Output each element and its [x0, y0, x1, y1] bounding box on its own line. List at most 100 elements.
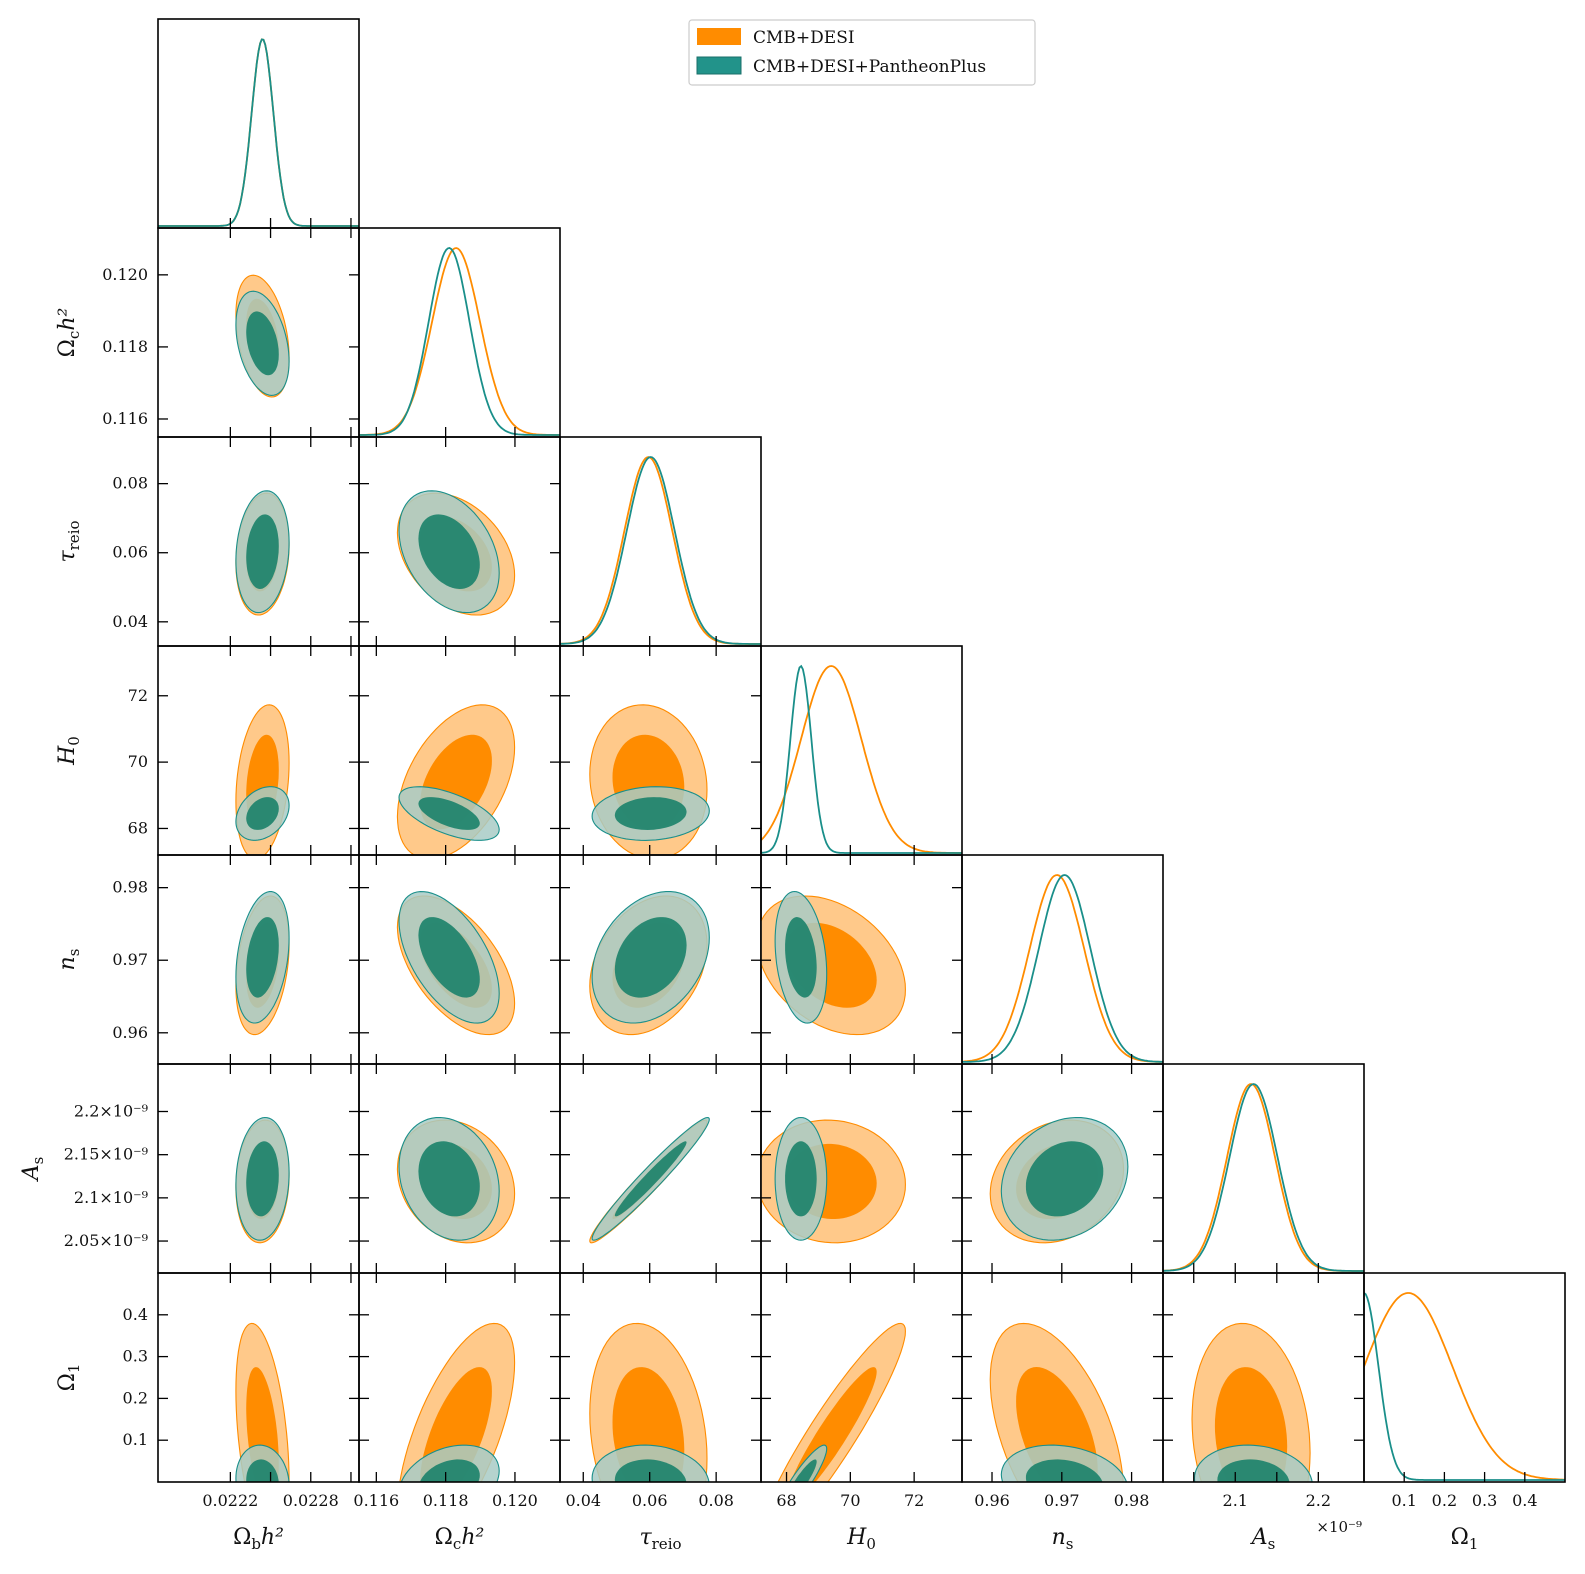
contour-68-1	[246, 514, 279, 589]
pdf-curve-omega_b-1	[158, 38, 359, 227]
y-axis-label-omega_c: Ωch²	[55, 308, 83, 358]
x-axis-label-tau: τreio	[639, 1525, 681, 1553]
contour-panel-omega_c-ns	[358, 854, 561, 1065]
panel-frame	[1162, 1272, 1365, 1483]
x-axis-label-omega1: Ω1	[1451, 1525, 1479, 1553]
x-tick-label-H0: 72	[904, 1491, 924, 1510]
contour-panel-ns-omega1	[961, 1272, 1164, 1483]
pdf-curve-ns-1	[962, 874, 1163, 1063]
x-tick-label-omega1: 0.3	[1472, 1491, 1497, 1510]
legend-label-cmb-desi-pantheon: CMB+DESI+PantheonPlus	[753, 57, 986, 77]
contour-68-1	[785, 1141, 817, 1217]
diag-frame-tau	[559, 436, 762, 647]
x-tick-label-omega_c: 0.118	[423, 1491, 469, 1510]
x-tick-label-omega_b: 0.0228	[283, 1491, 339, 1510]
y-axis-label-omega1: Ω1	[55, 1364, 83, 1392]
contour-panel-ns-As	[961, 1063, 1164, 1274]
y-tick-label-tau: 0.06	[112, 543, 148, 562]
y-axis-label-As: As	[19, 1157, 47, 1183]
x-tick-label-omega1: 0.1	[1391, 1491, 1416, 1510]
x-tick-label-As: 2.1	[1223, 1491, 1248, 1510]
x-tick-label-ns: 0.98	[1114, 1491, 1150, 1510]
y-tick-label-tau: 0.04	[112, 612, 148, 631]
x-tick-label-H0: 68	[776, 1491, 796, 1510]
x-tick-label-omega1: 0.2	[1432, 1491, 1457, 1510]
diag-frame-H0	[760, 645, 963, 856]
diag-panel-ns	[961, 854, 1164, 1065]
contour-68-1	[246, 797, 279, 830]
legend: CMB+DESI CMB+DESI+PantheonPlus	[688, 19, 1036, 86]
pdf-curve-tau-1	[560, 456, 761, 645]
x-axis-label-H0: H0	[846, 1525, 876, 1553]
x-tick-label-H0: 70	[840, 1491, 860, 1510]
x-tick-label-tau: 0.04	[565, 1491, 601, 1510]
contour-68-1	[614, 1141, 687, 1217]
pdf-curve-H0-1	[761, 664, 962, 854]
pdf-curve-As-0	[1163, 1083, 1364, 1272]
panels-layer	[157, 18, 1566, 1483]
pdf-curve-omega_c-1	[359, 247, 560, 436]
contour-panel-H0-omega1	[760, 1272, 963, 1483]
contour-panel-H0-ns	[760, 854, 963, 1065]
contour-68-1	[418, 917, 480, 998]
y-tick-label-As: 2.2×10⁻⁹	[74, 1102, 149, 1121]
contour-panel-omega_c-omega1	[358, 1272, 561, 1483]
contour-panel-tau-H0	[559, 645, 762, 856]
contour-68-1	[785, 917, 817, 998]
x-axis-label-ns: ns	[1052, 1525, 1074, 1553]
y-tick-label-omega1: 0.2	[123, 1388, 148, 1407]
contour-panel-tau-ns	[559, 854, 762, 1065]
contour-panel-omega_b-H0	[157, 645, 360, 856]
diag-frame-ns	[961, 854, 1164, 1065]
y-tick-label-omega_c: 0.116	[102, 409, 148, 428]
contour-68-1	[1025, 1459, 1103, 1482]
contour-95-1	[789, 1444, 828, 1482]
contour-68-0	[790, 1367, 877, 1482]
x-axis-label-As: As	[1250, 1525, 1276, 1553]
diag-panel-omega1	[1363, 1272, 1566, 1483]
y-axis-label-tau: τreio	[55, 520, 83, 562]
diag-panel-As	[1162, 1063, 1365, 1274]
y-axis-label-H0: H0	[55, 736, 83, 766]
contour-68-1	[419, 1459, 480, 1482]
y-tick-label-tau: 0.08	[112, 474, 148, 493]
contour-68-0	[420, 1367, 492, 1482]
legend-frame	[688, 19, 1036, 86]
sci-label-As: ×10⁻⁹	[1316, 1518, 1362, 1536]
x-axis-label-omega_c: Ωch²	[435, 1525, 485, 1553]
y-tick-label-omega1: 0.1	[123, 1430, 148, 1449]
y-tick-label-H0: 72	[128, 686, 148, 705]
y-tick-label-H0: 68	[128, 818, 148, 837]
legend-swatch-cmb-desi	[697, 28, 741, 45]
x-tick-label-tau: 0.08	[698, 1491, 734, 1510]
y-tick-label-H0: 70	[128, 752, 148, 771]
diag-frame-omega1	[1363, 1272, 1566, 1483]
pdf-curve-omega1-0	[1364, 1292, 1565, 1481]
diag-frame-As	[1162, 1063, 1365, 1274]
contour-panel-H0-As	[760, 1063, 963, 1274]
y-tick-label-As: 2.1×10⁻⁹	[74, 1188, 149, 1207]
contour-68-1	[246, 311, 279, 376]
x-tick-label-omega_b: 0.0222	[202, 1491, 258, 1510]
x-tick-label-ns: 0.97	[1044, 1491, 1080, 1510]
y-tick-label-omega_c: 0.120	[102, 265, 148, 284]
contour-panel-omega_c-tau	[358, 436, 561, 647]
contour-panel-omega_b-As	[157, 1063, 360, 1274]
contour-panel-omega_b-tau	[157, 436, 360, 647]
contour-panel-As-omega1	[1162, 1272, 1365, 1483]
contour-68-1	[418, 514, 480, 589]
x-tick-label-omega_c: 0.116	[353, 1491, 399, 1510]
contour-68-1	[1025, 1141, 1104, 1217]
x-tick-label-As: 2.2	[1306, 1491, 1331, 1510]
contour-68-1	[614, 797, 687, 830]
contour-68-1	[614, 1459, 687, 1482]
x-tick-label-tau: 0.06	[632, 1491, 668, 1510]
y-tick-label-ns: 0.98	[112, 878, 148, 897]
contour-panel-omega_c-H0	[358, 645, 561, 856]
pdf-curve-ns-0	[962, 874, 1163, 1063]
diag-panel-omega_c	[358, 227, 561, 438]
pdf-curve-omega_b-0	[158, 38, 359, 227]
legend-swatch-cmb-desi-pantheon	[696, 56, 742, 75]
contour-68-1	[418, 1141, 480, 1217]
y-tick-label-omega1: 0.4	[123, 1305, 148, 1324]
